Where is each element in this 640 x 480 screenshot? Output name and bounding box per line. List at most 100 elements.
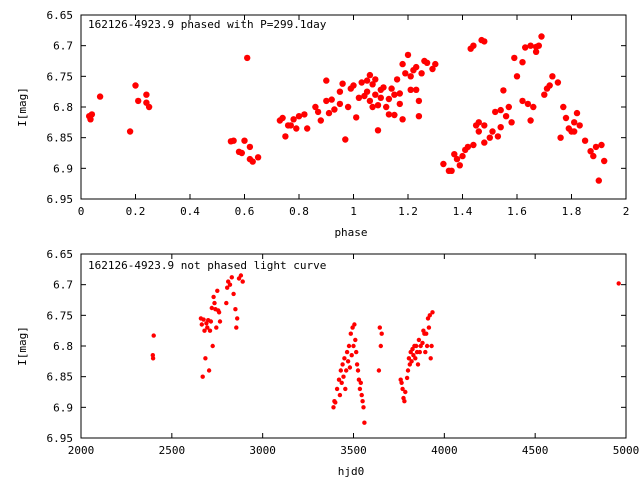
data-point: [413, 356, 418, 361]
data-point: [254, 154, 262, 161]
data-point: [415, 113, 423, 120]
data-point: [379, 331, 384, 336]
data-point: [427, 313, 432, 318]
data-point: [519, 59, 526, 66]
data-point: [87, 116, 94, 123]
data-point: [354, 362, 360, 367]
data-point: [383, 103, 390, 111]
data-point: [208, 319, 214, 324]
data-point: [524, 100, 532, 108]
data-point: [342, 136, 349, 143]
unphased-light-curve-panel: 2000 2500 3000 3500 4000 4500 5000 6.65 6.7 6.75 6…: [16, 248, 639, 478]
data-point: [541, 91, 548, 98]
data-point: [238, 273, 244, 278]
phased-plot-frame: [80, 14, 627, 200]
data-point: [492, 108, 499, 116]
data-point: [497, 106, 504, 114]
data-point: [560, 103, 567, 111]
x-tick-label: 2500: [159, 444, 186, 457]
data-point: [200, 374, 205, 379]
data-point: [203, 356, 208, 361]
data-point: [595, 177, 602, 184]
data-point: [407, 73, 414, 80]
x-tick-label: 0.4: [180, 205, 200, 218]
data-point: [323, 97, 330, 105]
data-point: [538, 33, 545, 40]
data-point: [601, 157, 608, 165]
data-point: [360, 399, 365, 404]
data-point: [406, 356, 412, 361]
data-point: [314, 108, 322, 116]
data-point: [576, 122, 583, 129]
data-point: [241, 137, 248, 144]
y-tick-label: 6.7: [53, 279, 73, 292]
data-point: [453, 155, 461, 163]
data-point: [385, 111, 393, 118]
data-point: [402, 399, 407, 404]
phased-title: 162126-4923.9 phased with P=299.1day: [88, 18, 327, 31]
data-point: [414, 343, 419, 349]
data-point: [238, 149, 245, 157]
data-point: [424, 343, 430, 349]
data-point: [295, 113, 303, 120]
data-point: [486, 134, 493, 141]
data-point: [511, 54, 518, 62]
data-point: [400, 386, 405, 392]
data-point: [530, 103, 537, 111]
data-point: [374, 102, 382, 109]
data-point: [500, 87, 507, 94]
data-point: [429, 65, 436, 73]
x-tick-label: 2000: [68, 444, 95, 457]
data-point: [361, 405, 366, 410]
data-point: [404, 51, 412, 59]
data-point: [598, 141, 605, 149]
data-point: [240, 279, 245, 284]
x-tick-label: 4000: [431, 444, 458, 457]
data-point: [535, 42, 542, 49]
data-point: [475, 128, 482, 135]
data-point: [470, 42, 477, 49]
data-point: [233, 307, 238, 312]
data-point: [393, 76, 401, 83]
data-point: [363, 77, 371, 84]
data-point: [470, 141, 477, 149]
data-point: [413, 86, 420, 94]
data-point: [249, 158, 256, 165]
data-point: [358, 79, 365, 86]
data-point: [415, 97, 423, 105]
data-point: [359, 392, 364, 398]
data-point: [334, 386, 340, 392]
data-point: [363, 88, 371, 95]
data-point: [396, 90, 403, 97]
data-point: [451, 151, 458, 158]
data-point: [347, 365, 353, 370]
data-point: [199, 322, 204, 327]
data-point: [234, 325, 239, 330]
x-tick-label: 1.2: [398, 205, 418, 218]
data-point: [340, 362, 345, 367]
data-point: [202, 328, 207, 333]
y-tick-label: 6.7: [53, 40, 73, 53]
data-point: [420, 340, 425, 346]
data-point: [126, 128, 134, 135]
data-point: [96, 93, 104, 100]
data-point: [378, 343, 383, 349]
unphased-axes: 2000 2500 3000 3500 4000 4500 5000 6.65 6.7 6.75 6…: [47, 248, 640, 457]
data-point: [403, 389, 408, 395]
data-point: [224, 300, 229, 306]
data-point: [348, 331, 353, 336]
y-tick-label: 6.8: [53, 101, 73, 114]
data-point: [423, 349, 428, 355]
data-point: [557, 134, 564, 141]
unphased-xlabel: hjd0: [338, 465, 365, 478]
data-point: [353, 337, 358, 343]
data-point: [88, 111, 96, 118]
data-point: [372, 76, 379, 83]
data-point: [362, 420, 367, 425]
phased-ylabel: I[mag]: [16, 87, 29, 127]
data-point: [344, 349, 350, 355]
data-point: [338, 368, 343, 373]
data-point: [312, 103, 319, 111]
data-point: [404, 375, 410, 381]
data-point: [405, 368, 411, 373]
